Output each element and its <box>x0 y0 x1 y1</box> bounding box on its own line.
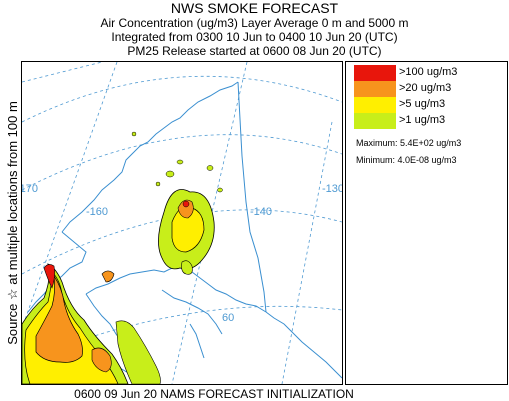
map-panel: -170 -160 -140 -130 60 <box>21 61 343 385</box>
legend-label-1: >1 ug/m3 <box>399 114 446 126</box>
map-title: NWS SMOKE FORECAST <box>170 0 339 16</box>
legend-label-100: >100 ug/m3 <box>399 66 458 78</box>
legend-label-5: >5 ug/m3 <box>399 98 446 110</box>
lat-label-60: 60 <box>222 312 234 324</box>
smoke-map: -170 -160 -140 -130 60 <box>22 62 342 384</box>
lon-label-170: -170 <box>22 183 38 195</box>
lon-label-130: -130 <box>322 183 342 195</box>
integration-period: Integrated from 0300 10 Jun to 0400 10 J… <box>111 30 398 44</box>
concentration-description: Air Concentration (ug/m3) Layer Average … <box>100 16 409 30</box>
coastline <box>27 81 342 379</box>
lon-label-140: -140 <box>250 206 272 218</box>
legend-panel: >100 ug/m3 >20 ug/m3 >5 ug/m3 >1 ug/m3 M… <box>345 61 508 385</box>
interior-plume <box>131 131 223 275</box>
legend-swatch-1 <box>354 113 396 129</box>
legend-swatch-5 <box>354 97 396 113</box>
legend-swatch-20 <box>354 81 396 97</box>
legend-swatch-100 <box>354 65 396 81</box>
lon-label-160: -160 <box>86 206 108 218</box>
legend-label-20: >20 ug/m3 <box>399 82 452 94</box>
forecast-initialization: 0600 09 Jun 20 NAMS FORECAST INITIALIZAT… <box>74 387 354 401</box>
maximum-value: Maximum: 5.4E+02 ug/m3 <box>356 138 462 148</box>
release-info: PM25 Release started at 0600 08 Jun 20 (… <box>127 44 382 58</box>
southwest-plume <box>22 263 161 384</box>
minimum-value: Minimum: 4.0E-08 ug/m3 <box>356 155 457 165</box>
